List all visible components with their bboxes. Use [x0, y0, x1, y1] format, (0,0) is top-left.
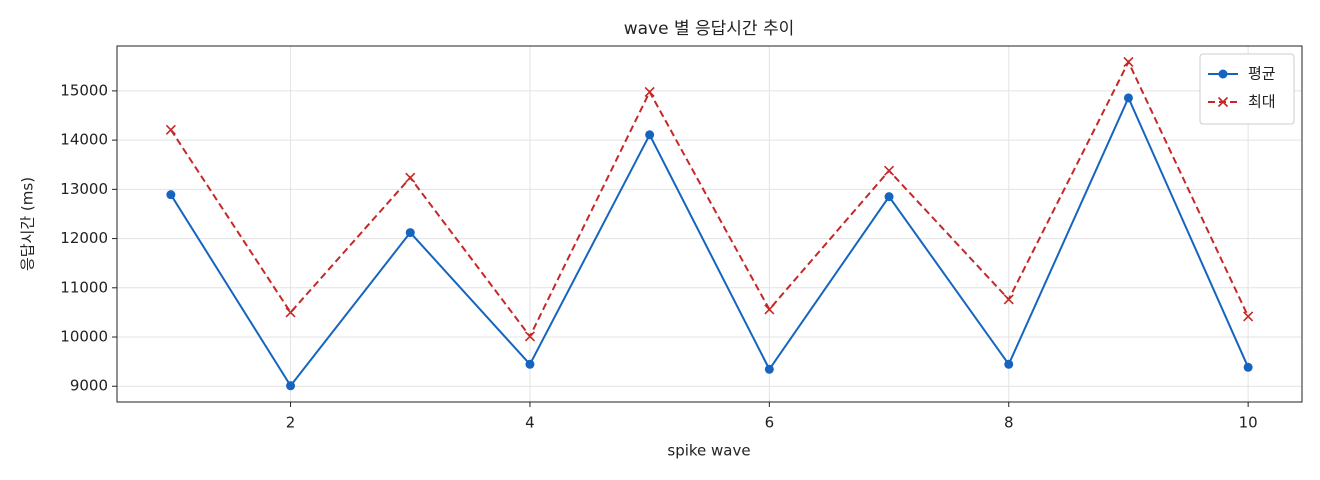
- y-tick-label: 15000: [60, 81, 108, 99]
- x-tick-label: 8: [1004, 414, 1014, 432]
- plot-frame: [116, 45, 1303, 403]
- marker: [286, 381, 296, 391]
- marker: [644, 86, 655, 97]
- series-line: [170, 95, 1250, 388]
- marker: [285, 307, 296, 318]
- y-tick-label: 12000: [60, 229, 108, 247]
- marker: [884, 192, 894, 202]
- marker: [764, 364, 774, 374]
- x-tick-label: 10: [1239, 414, 1258, 432]
- marker: [1003, 294, 1014, 305]
- y-tick-label: 13000: [60, 180, 108, 198]
- y-tick-label: 11000: [60, 278, 108, 296]
- marker: [166, 190, 176, 200]
- marker: [405, 228, 415, 238]
- legend-marker: [1217, 96, 1229, 108]
- y-tick-label: 9000: [70, 377, 108, 395]
- marker: [764, 304, 775, 315]
- x-tick-label: 6: [765, 414, 775, 432]
- marker: [165, 124, 176, 135]
- marker: [1123, 56, 1134, 68]
- legend-label: 평균: [1248, 65, 1276, 83]
- marker: [883, 165, 895, 176]
- series-line: [170, 59, 1250, 339]
- marker: [1243, 362, 1253, 372]
- x-axis-label: spike wave: [667, 442, 750, 460]
- x-tick-label: 4: [525, 414, 535, 432]
- x-tick-label: 2: [286, 414, 296, 432]
- marker: [645, 130, 655, 140]
- chart-title: wave 별 응답시간 추이: [624, 19, 795, 39]
- y-tick-label: 14000: [60, 131, 108, 149]
- marker: [525, 359, 535, 369]
- y-axis-label: 응답시간 (ms): [19, 177, 37, 271]
- marker: [1123, 93, 1133, 103]
- marker: [524, 331, 536, 342]
- marker: [1243, 311, 1254, 322]
- legend-label: 최대: [1248, 93, 1276, 111]
- y-tick-label: 10000: [60, 328, 108, 346]
- marker: [1004, 359, 1014, 369]
- legend-marker: [1218, 69, 1228, 79]
- marker: [405, 172, 416, 183]
- legend-box: [1199, 53, 1295, 125]
